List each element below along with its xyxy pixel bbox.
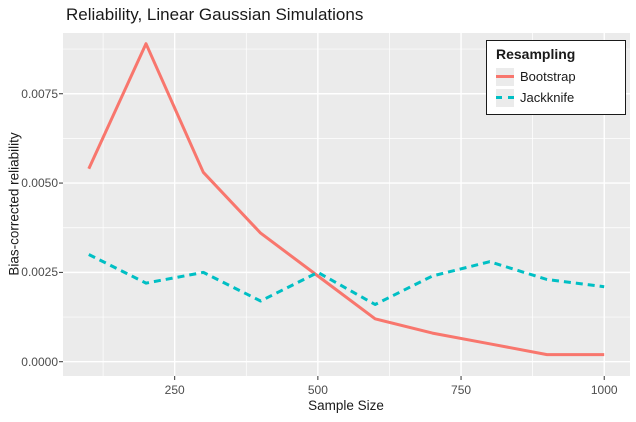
y-tick-label: 0.0025 <box>21 265 58 280</box>
x-tick-label: 1000 <box>590 383 618 397</box>
y-tick-label: 0.0000 <box>21 354 58 369</box>
legend: Resampling Bootstrap Jackknife <box>486 40 626 115</box>
legend-item-bootstrap: Bootstrap <box>496 66 616 87</box>
legend-items: Bootstrap Jackknife <box>496 66 616 108</box>
chart-title: Reliability, Linear Gaussian Simulations <box>66 5 364 24</box>
x-axis-title: Sample Size <box>308 398 384 413</box>
x-tick-label: 750 <box>451 383 472 397</box>
legend-line-sample <box>496 96 514 99</box>
legend-key-bootstrap <box>496 67 514 86</box>
x-tick-label: 250 <box>164 383 185 397</box>
y-axis-title: Bias-corrected reliability <box>6 132 22 276</box>
legend-line-sample <box>496 75 514 78</box>
legend-item-jackknife: Jackknife <box>496 87 616 108</box>
y-tick-label: 0.0050 <box>21 176 58 191</box>
legend-key-jackknife <box>496 88 514 107</box>
y-tick-label: 0.0075 <box>21 86 58 101</box>
series-line-jackknife <box>88 253 605 306</box>
x-tick-label: 500 <box>307 383 328 397</box>
series-line-bootstrap <box>87 42 605 357</box>
legend-title: Resampling <box>496 46 576 62</box>
legend-label: Bootstrap <box>520 69 576 84</box>
legend-label: Jackknife <box>520 90 575 105</box>
